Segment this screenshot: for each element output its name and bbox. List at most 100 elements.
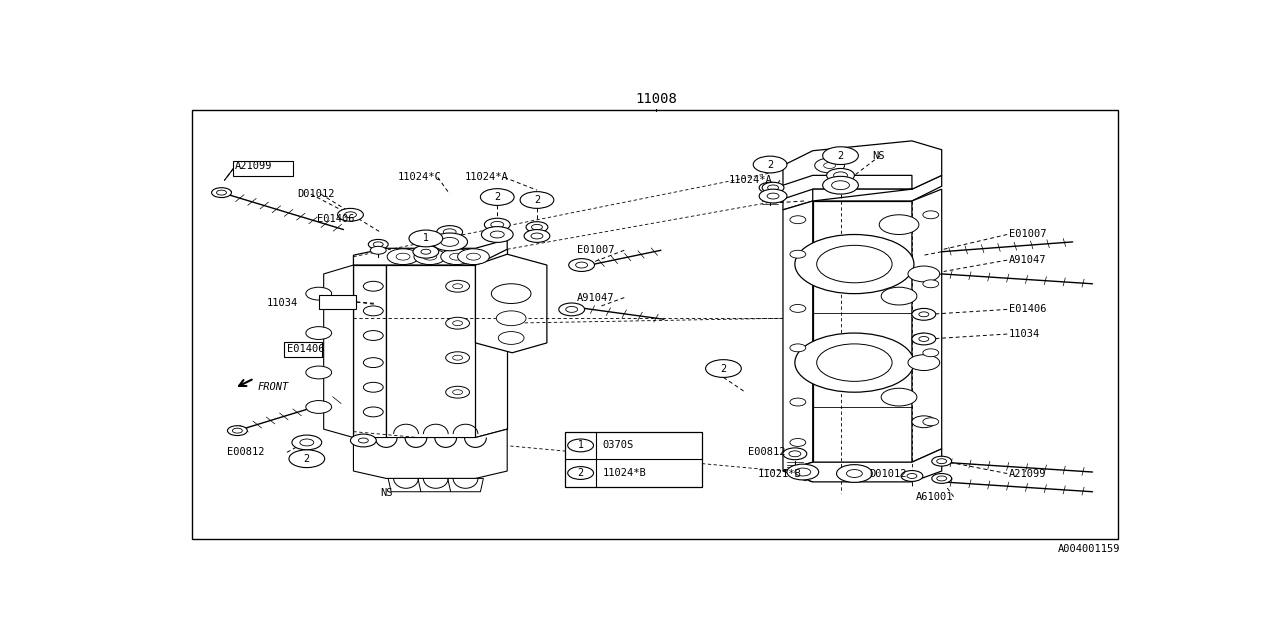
Circle shape: [292, 435, 321, 450]
Polygon shape: [353, 429, 507, 479]
Circle shape: [524, 230, 550, 243]
Text: FRONT: FRONT: [257, 382, 288, 392]
Circle shape: [490, 221, 504, 228]
Text: 11024*A: 11024*A: [728, 175, 772, 186]
Circle shape: [823, 177, 859, 194]
Circle shape: [228, 426, 247, 436]
Text: E01406: E01406: [1009, 305, 1047, 314]
Text: E00812: E00812: [749, 447, 786, 458]
Text: 2: 2: [721, 364, 727, 374]
Text: E01007: E01007: [1009, 230, 1047, 239]
Circle shape: [817, 245, 892, 283]
Circle shape: [374, 242, 383, 247]
Circle shape: [458, 249, 489, 264]
Text: 11024*A: 11024*A: [465, 172, 508, 182]
Circle shape: [790, 438, 806, 447]
Polygon shape: [783, 201, 813, 471]
Circle shape: [908, 474, 916, 479]
Circle shape: [431, 233, 467, 251]
Bar: [192, 110, 1119, 539]
Text: 2: 2: [767, 159, 773, 170]
Circle shape: [410, 230, 443, 247]
Polygon shape: [911, 189, 942, 462]
Polygon shape: [475, 254, 547, 353]
Circle shape: [815, 158, 845, 173]
Circle shape: [788, 451, 801, 457]
Circle shape: [568, 439, 594, 452]
Circle shape: [526, 221, 548, 232]
Text: E01406: E01406: [316, 214, 355, 224]
Text: E01007: E01007: [576, 245, 614, 255]
Circle shape: [453, 390, 462, 395]
Circle shape: [559, 303, 585, 316]
Text: 11024*C: 11024*C: [398, 172, 442, 182]
Circle shape: [911, 333, 936, 345]
Circle shape: [422, 253, 436, 260]
Text: E00812: E00812: [228, 447, 265, 458]
Circle shape: [364, 358, 383, 367]
Circle shape: [436, 226, 462, 239]
Circle shape: [453, 321, 462, 326]
Polygon shape: [388, 479, 424, 492]
Circle shape: [817, 344, 892, 381]
Circle shape: [833, 172, 847, 179]
Circle shape: [453, 284, 462, 289]
Circle shape: [421, 249, 431, 254]
Circle shape: [364, 282, 383, 291]
Polygon shape: [353, 265, 387, 438]
Circle shape: [233, 428, 242, 433]
Circle shape: [908, 266, 940, 282]
Polygon shape: [783, 175, 942, 210]
Text: A21099: A21099: [1009, 468, 1047, 479]
Text: 1: 1: [577, 440, 584, 451]
Circle shape: [911, 416, 936, 428]
Circle shape: [466, 253, 480, 260]
Polygon shape: [387, 265, 475, 438]
Text: 11024*B: 11024*B: [603, 468, 646, 478]
Circle shape: [445, 280, 470, 292]
Circle shape: [568, 259, 594, 271]
Circle shape: [449, 253, 463, 260]
Circle shape: [767, 193, 780, 199]
Circle shape: [837, 465, 872, 483]
Circle shape: [306, 401, 332, 413]
Circle shape: [881, 388, 916, 406]
Circle shape: [790, 344, 806, 352]
Circle shape: [490, 231, 504, 238]
Circle shape: [364, 306, 383, 316]
Circle shape: [827, 168, 855, 182]
Circle shape: [453, 355, 462, 360]
Circle shape: [901, 470, 923, 481]
Circle shape: [531, 233, 543, 239]
Bar: [319, 294, 356, 309]
Circle shape: [306, 366, 332, 379]
Polygon shape: [783, 141, 942, 201]
Circle shape: [364, 331, 383, 340]
Text: 2: 2: [303, 454, 310, 464]
Circle shape: [923, 211, 938, 219]
Text: A004001159: A004001159: [1057, 544, 1120, 554]
Circle shape: [923, 418, 938, 426]
Circle shape: [306, 326, 332, 339]
Circle shape: [764, 185, 776, 190]
Circle shape: [937, 459, 947, 463]
Circle shape: [881, 287, 916, 305]
Text: A91047: A91047: [1009, 255, 1047, 265]
Circle shape: [481, 227, 513, 243]
Circle shape: [919, 337, 929, 341]
Circle shape: [387, 249, 419, 264]
Text: 2: 2: [577, 468, 584, 478]
Circle shape: [498, 332, 524, 344]
Circle shape: [413, 245, 439, 258]
Circle shape: [351, 434, 376, 447]
Circle shape: [911, 308, 936, 320]
Polygon shape: [417, 479, 453, 492]
Polygon shape: [353, 239, 507, 265]
Circle shape: [443, 229, 456, 236]
Text: E01406: E01406: [287, 344, 324, 354]
Circle shape: [445, 352, 470, 364]
Text: NS: NS: [872, 150, 884, 161]
Circle shape: [289, 450, 325, 468]
Circle shape: [364, 407, 383, 417]
Circle shape: [790, 216, 806, 223]
